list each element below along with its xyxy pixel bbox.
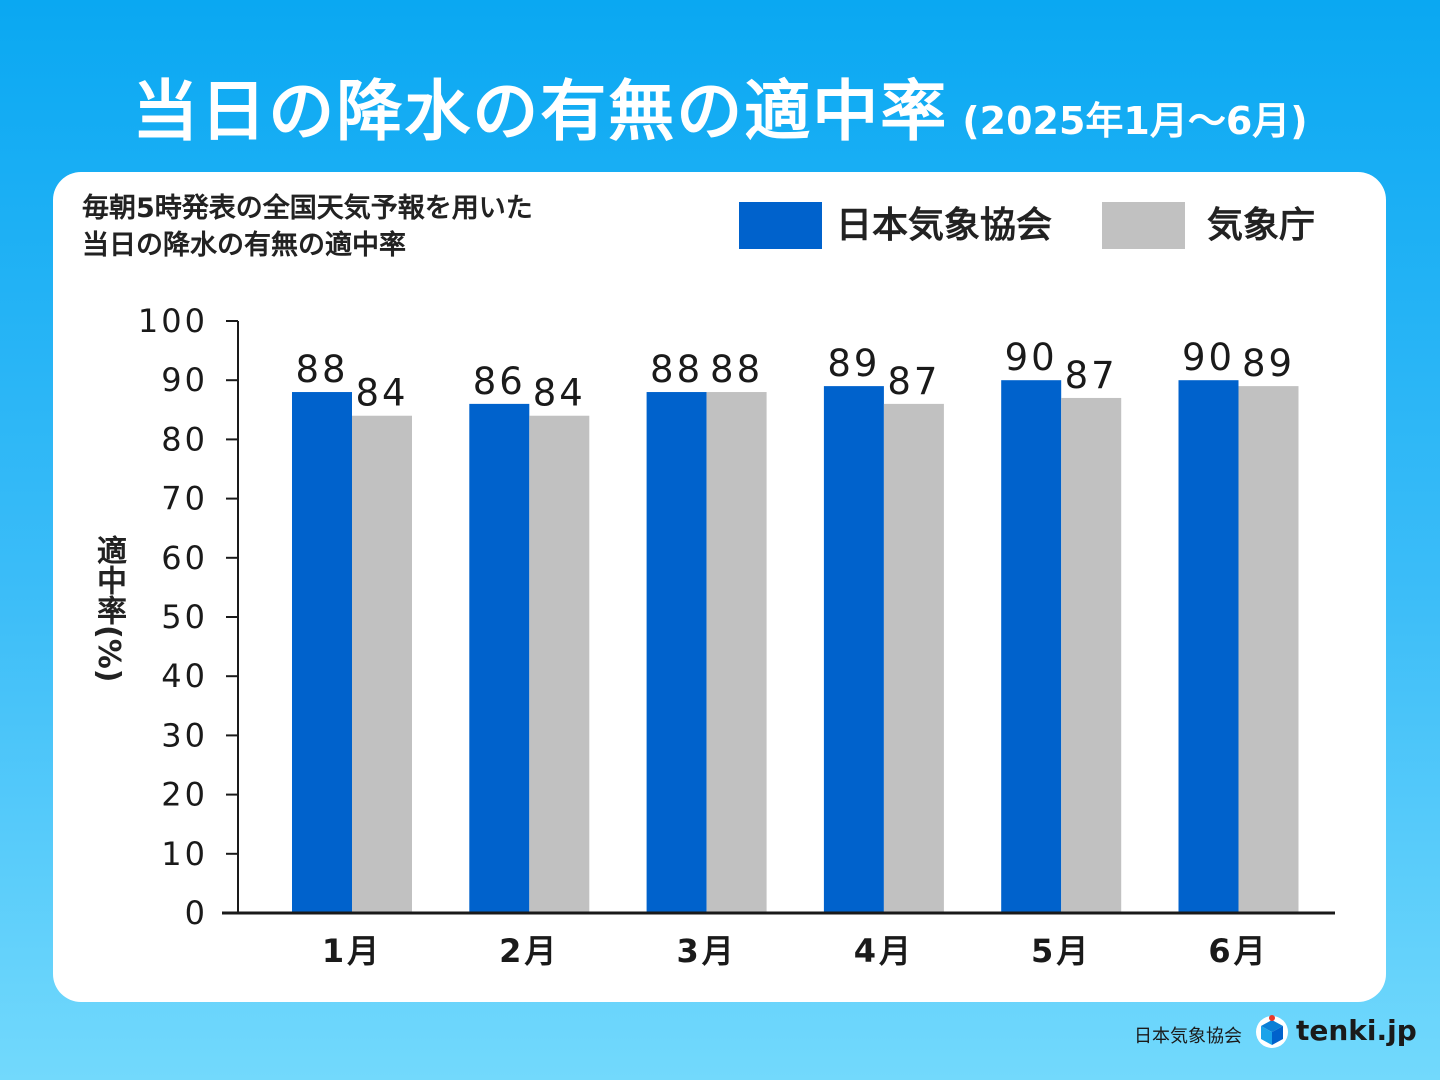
data-label: 90 (1005, 336, 1058, 379)
y-tick-label: 80 (161, 420, 208, 458)
y-tick-label: 90 (161, 361, 208, 399)
y-tick-label: 60 (161, 539, 208, 577)
y-tick-label: 20 (161, 776, 208, 814)
bar-series1 (469, 403, 530, 913)
footer-brand: tenki.jp (1296, 1014, 1417, 1047)
bar-series2 (1238, 386, 1299, 913)
data-label: 84 (533, 372, 586, 415)
chart-title-main: 当日の降水の有無の適中率 (132, 73, 949, 150)
description-line-2: 当日の降水の有無の適中率 (82, 230, 406, 261)
data-label: 89 (827, 342, 880, 385)
y-tick-label: 0 (185, 894, 208, 932)
x-tick-label: 5月 (1031, 932, 1091, 970)
bar-series2 (706, 392, 767, 913)
y-tick-label: 40 (161, 657, 208, 695)
legend-swatch-series2 (1102, 202, 1185, 249)
legend-swatch-series1 (739, 202, 822, 249)
data-label: 84 (355, 372, 408, 415)
tenki-logo-icon (1256, 1015, 1288, 1048)
data-label: 88 (295, 348, 348, 391)
data-label: 87 (887, 360, 940, 403)
y-tick-label: 70 (161, 480, 208, 518)
data-label: 88 (710, 348, 763, 391)
bar-series2 (1061, 397, 1122, 914)
y-tick-label: 100 (138, 302, 208, 340)
y-tick-label: 50 (161, 598, 208, 636)
data-label: 86 (473, 360, 526, 403)
data-label: 88 (650, 348, 703, 391)
x-tick-label: 2月 (499, 932, 559, 970)
x-tick-label: 1月 (322, 932, 382, 970)
bar-series1 (1001, 380, 1062, 913)
description-line-1: 毎朝5時発表の全国天気予報を用いた (82, 193, 533, 224)
bar-series2 (529, 415, 590, 913)
data-label: 90 (1182, 336, 1235, 379)
bar-series1 (1178, 380, 1239, 913)
x-tick-label: 4月 (854, 932, 914, 970)
x-tick-label: 3月 (676, 932, 736, 970)
chart-description: 毎朝5時発表の全国天気予報を用いた 当日の降水の有無の適中率 (82, 190, 533, 264)
bar-series1 (646, 392, 707, 913)
bar-series2 (352, 415, 412, 913)
data-label: 89 (1242, 342, 1295, 385)
y-tick-label: 10 (161, 835, 208, 873)
chart-title-period: (2025年1月〜6月) (962, 99, 1308, 143)
legend-label-series2: 気象庁 (1207, 205, 1316, 246)
bar-series1 (823, 386, 884, 913)
x-tick-label: 6月 (1208, 932, 1268, 970)
y-axis-label: 適中率(%) (91, 535, 126, 683)
y-tick-label: 30 (161, 716, 208, 754)
footer-organization: 日本気象協会 (1134, 1026, 1242, 1047)
legend-label-series1: 日本気象協会 (836, 205, 1053, 246)
bar-series1 (292, 392, 352, 913)
bar-series2 (883, 403, 944, 913)
data-label: 87 (1065, 354, 1118, 397)
chart-title: 当日の降水の有無の適中率 (2025年1月〜6月) (0, 58, 1440, 154)
